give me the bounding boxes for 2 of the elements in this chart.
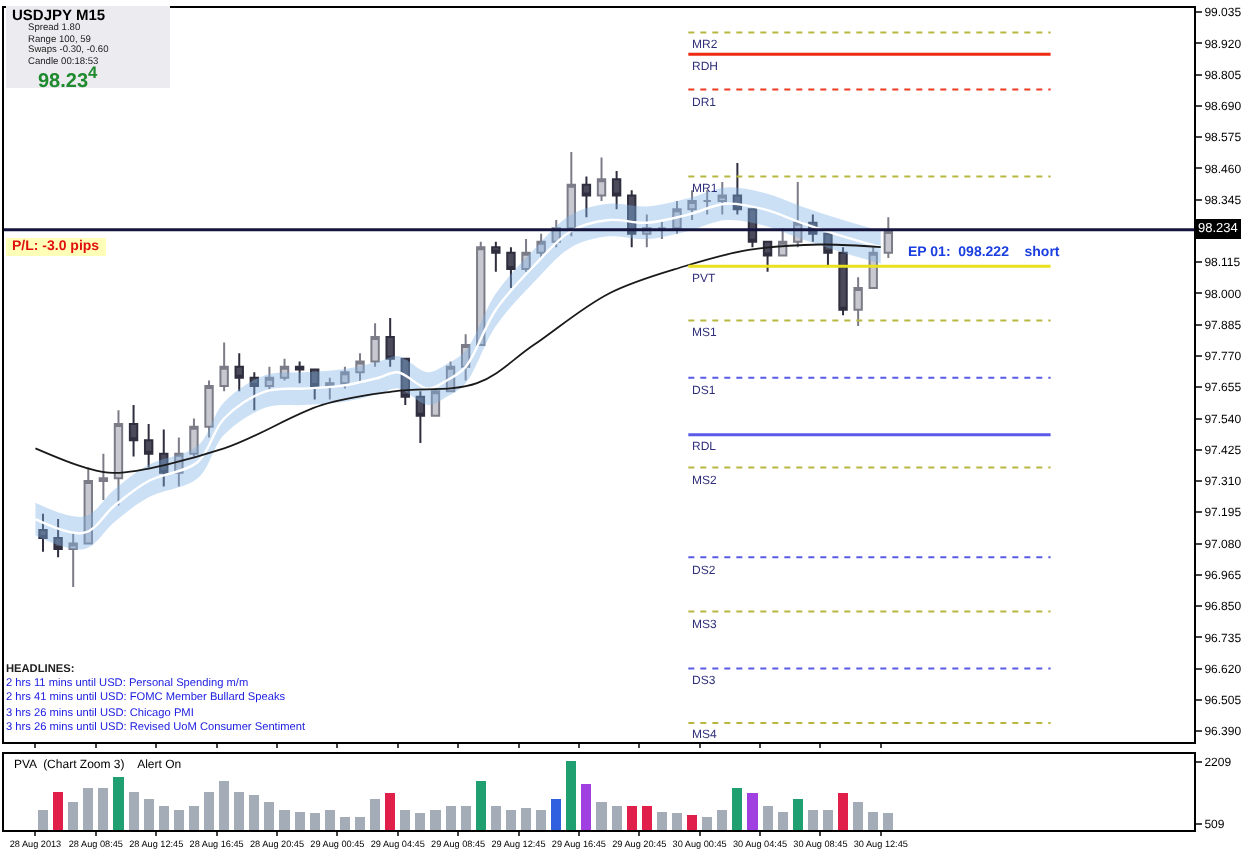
annotation: 98.23$^{4}$: [38, 62, 98, 93]
line-series: [34, 243, 882, 474]
